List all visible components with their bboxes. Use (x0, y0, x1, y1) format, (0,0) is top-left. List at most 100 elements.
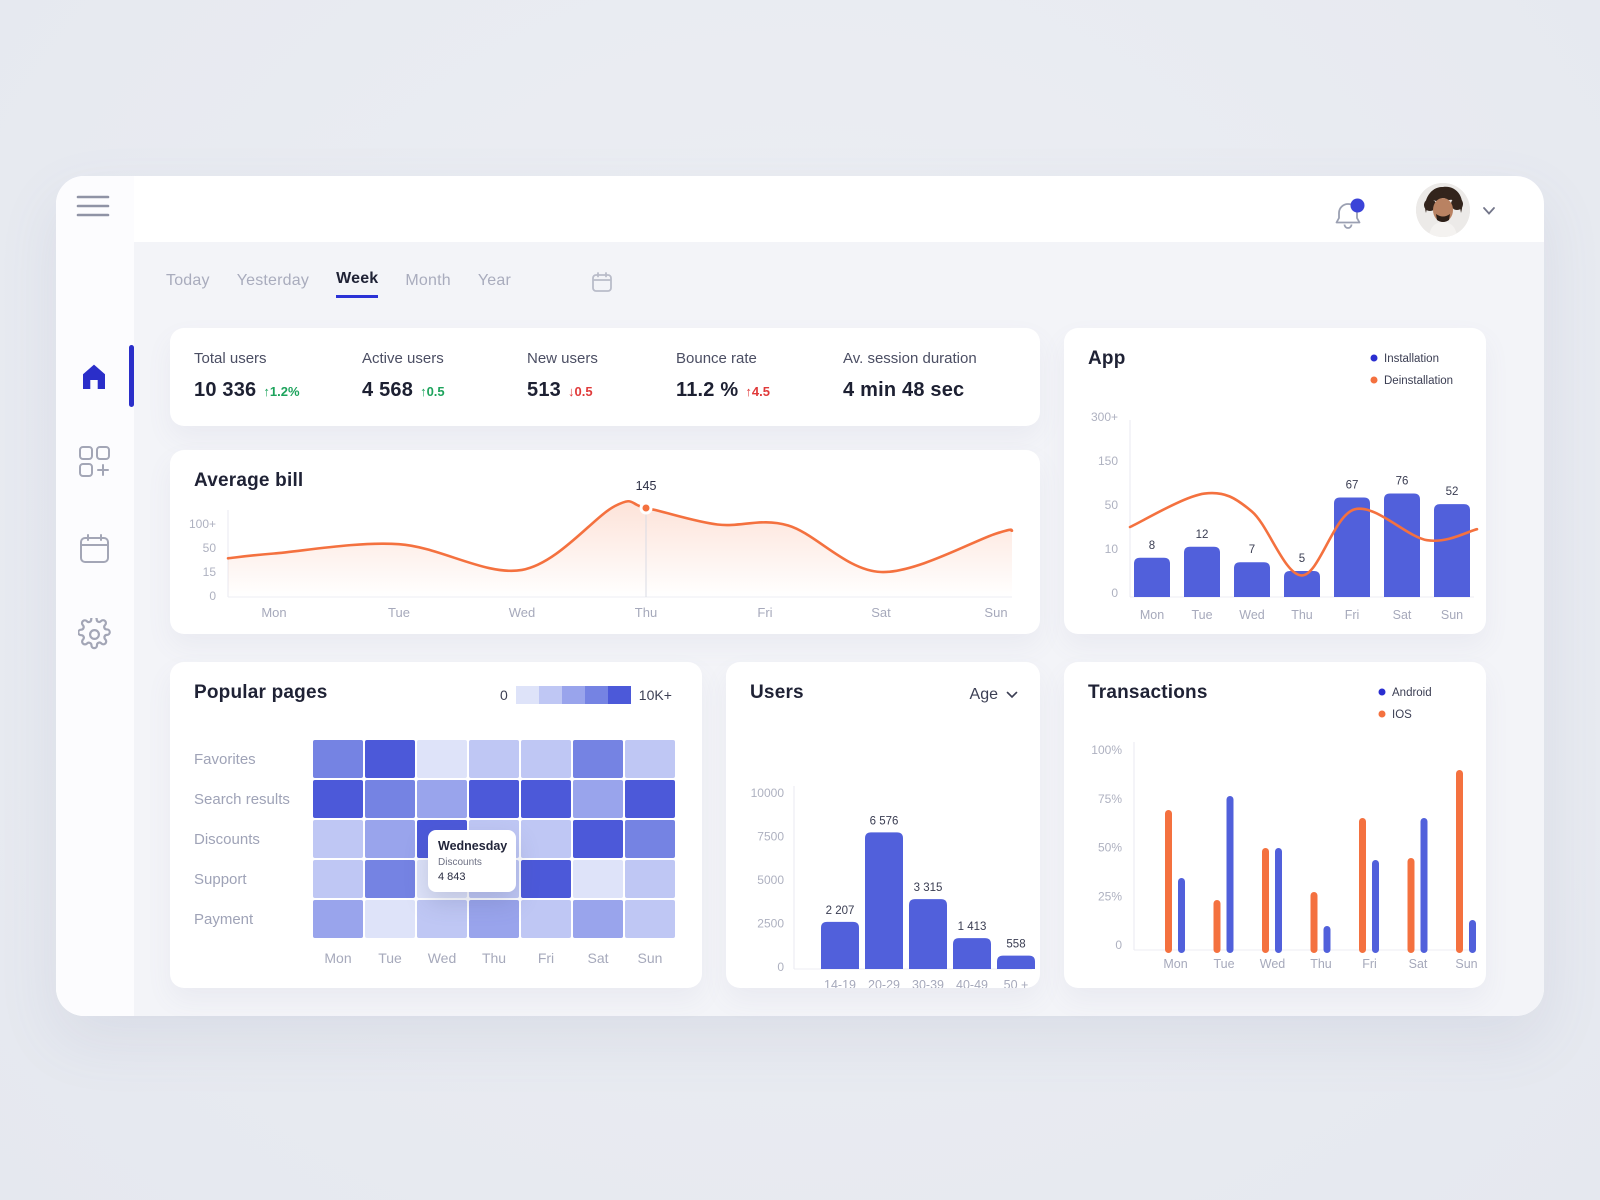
day-label: Fri (1362, 957, 1377, 971)
heatmap-cell-tue-discounts[interactable] (365, 820, 415, 858)
stat-value: 11.2 % (676, 379, 739, 401)
legend-label: Deinstallation (1384, 375, 1453, 387)
notification-dot (1350, 198, 1365, 213)
heatmap-cell-sun-search-results[interactable] (625, 780, 675, 818)
installation-bar-sun[interactable] (1434, 504, 1470, 597)
heatmap-cell-wed-payment[interactable] (417, 900, 467, 938)
heatmap-cell-mon-search-results[interactable] (313, 780, 363, 818)
heatmap-cell-mon-support[interactable] (313, 860, 363, 898)
axis-tick-label: 15 (203, 565, 217, 579)
heatmap-cell-fri-favorites[interactable] (521, 740, 571, 778)
stat-delta: ↑1.2% (263, 384, 300, 399)
heatmap-cell-thu-payment[interactable] (469, 900, 519, 938)
android-bar-sat[interactable] (1420, 818, 1428, 953)
legend-swatch-5 (607, 686, 631, 704)
heatmap-col-label: Tue (378, 950, 402, 966)
peak-value-label: 145 (636, 479, 657, 493)
average-bill-area (228, 501, 1012, 597)
age-filter-dropdown[interactable]: Age (970, 686, 1018, 704)
hamburger-menu-icon[interactable] (76, 193, 110, 226)
date-picker-icon[interactable] (590, 270, 614, 299)
installation-bar-fri[interactable] (1334, 497, 1370, 597)
users-bar-50+[interactable] (997, 955, 1035, 969)
heatmap-cell-fri-discounts[interactable] (521, 820, 571, 858)
heatmap-cell-sun-discounts[interactable] (625, 820, 675, 858)
ios-bar-sun[interactable] (1456, 770, 1463, 953)
peak-marker[interactable] (639, 501, 653, 515)
bar-value-label: 52 (1446, 486, 1459, 498)
heatmap-row-label: Support (194, 871, 247, 888)
axis-tick-label: 100+ (189, 517, 216, 531)
home-icon[interactable] (78, 360, 110, 397)
dashboard-add-icon[interactable] (78, 445, 111, 483)
android-bar-fri[interactable] (1372, 860, 1379, 953)
heatmap-col-label: Fri (537, 950, 555, 966)
heatmap-cell-fri-support[interactable] (521, 860, 571, 898)
ios-bar-thu[interactable] (1310, 892, 1318, 953)
ios-bar-mon[interactable] (1165, 810, 1172, 953)
profile-chevron-down-icon[interactable] (1482, 203, 1496, 221)
day-label: Tue (1213, 957, 1234, 971)
heatmap-cell-tue-payment[interactable] (365, 900, 415, 938)
tab-month[interactable]: Month (405, 271, 451, 289)
ios-bar-sat[interactable] (1407, 858, 1415, 953)
installation-bar-thu[interactable] (1284, 571, 1320, 597)
users-chart[interactable]: 0 2500 5000 7500 10000 2 207 6 576 3 315 1 413 55… (726, 662, 1040, 992)
heatmap-cell-sun-support[interactable] (625, 860, 675, 898)
heatmap-cell-sat-discounts[interactable] (573, 820, 623, 858)
android-bar-wed[interactable] (1275, 848, 1282, 953)
axis-tick-label: 300+ (1091, 410, 1118, 424)
android-bar-tue[interactable] (1226, 796, 1234, 953)
users-bar-30-39[interactable] (909, 899, 947, 969)
android-bar-mon[interactable] (1178, 878, 1185, 953)
installation-bar-mon[interactable] (1134, 557, 1170, 597)
users-bar-14-19[interactable] (821, 921, 859, 969)
ios-bar-wed[interactable] (1262, 848, 1269, 953)
average-bill-chart[interactable]: 0 15 50 100+ 145 Mon Tue Wed Thu Fri Sat Sun (170, 450, 1040, 634)
heatmap-cell-tue-support[interactable] (365, 860, 415, 898)
deinstallation-line[interactable] (1128, 491, 1479, 577)
day-label: Mon (1140, 608, 1164, 622)
heatmap-cell-wed-favorites[interactable] (417, 740, 467, 778)
heatmap-cell-mon-payment[interactable] (313, 900, 363, 938)
installation-bar-tue[interactable] (1184, 546, 1220, 597)
heatmap-cell-mon-discounts[interactable] (313, 820, 363, 858)
heatmap-cell-fri-search-results[interactable] (521, 780, 571, 818)
heatmap-cell-mon-favorites[interactable] (313, 740, 363, 778)
heatmap-cell-sun-payment[interactable] (625, 900, 675, 938)
tab-year[interactable]: Year (477, 271, 511, 289)
android-bar-sun[interactable] (1469, 920, 1476, 953)
installation-bar-sat[interactable] (1384, 493, 1420, 597)
heatmap-cell-sat-search-results[interactable] (573, 780, 623, 818)
heatmap-cell-sun-favorites[interactable] (625, 740, 675, 778)
calendar-icon[interactable] (78, 532, 111, 570)
bar-value-label: 1 413 (958, 921, 987, 933)
heatmap-cell-thu-favorites[interactable] (469, 740, 519, 778)
stat-delta: ↑4.5 (745, 384, 770, 399)
axis-tick-label: 2500 (757, 917, 784, 931)
tab-today[interactable]: Today (166, 271, 210, 289)
heatmap-cell-sat-favorites[interactable] (573, 740, 623, 778)
users-bar-20-29[interactable] (865, 832, 903, 969)
heatmap-cell-wed-search-results[interactable] (417, 780, 467, 818)
heatmap-cell-thu-search-results[interactable] (469, 780, 519, 818)
android-bar-thu[interactable] (1323, 926, 1331, 953)
ios-bar-tue[interactable] (1213, 900, 1221, 953)
stat-value: 4 min 48 sec (843, 379, 965, 401)
heatmap-cell-tue-search-results[interactable] (365, 780, 415, 818)
notification-bell-icon[interactable] (1328, 197, 1368, 240)
avatar[interactable] (1416, 183, 1470, 237)
transactions-chart[interactable]: Android IOS 0 25% 50% 75% 100% Mon Tue Wed Thu Fri S… (1064, 662, 1486, 988)
heatmap-cell-fri-payment[interactable] (521, 900, 571, 938)
heatmap-cell-tue-favorites[interactable] (365, 740, 415, 778)
settings-gear-icon[interactable] (77, 615, 111, 656)
heatmap-cell-sat-support[interactable] (573, 860, 623, 898)
tab-yesterday[interactable]: Yesterday (236, 271, 310, 289)
tab-week[interactable]: Week (336, 270, 379, 298)
users-bar-40-49[interactable] (953, 938, 991, 969)
app-chart[interactable]: Installation Deinstallation 0 10 50 150 300+ 8 1… (1064, 328, 1486, 634)
ios-bar-fri[interactable] (1359, 818, 1366, 953)
legend-label: Installation (1384, 353, 1439, 365)
installation-bar-wed[interactable] (1234, 562, 1270, 597)
heatmap-cell-sat-payment[interactable] (573, 900, 623, 938)
